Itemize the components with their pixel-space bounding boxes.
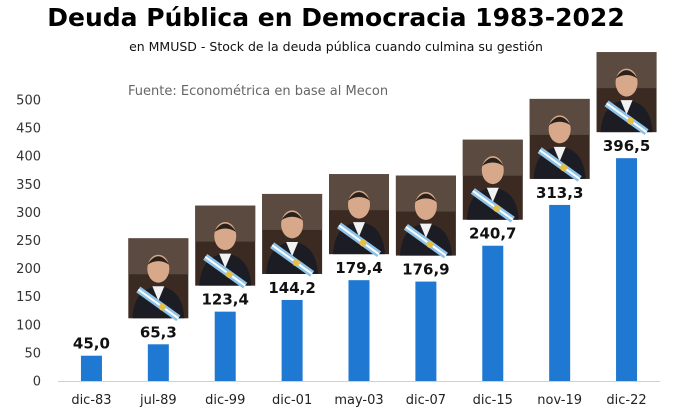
portrait-photo (395, 175, 456, 259)
bar (616, 158, 638, 381)
portrait-photo (529, 98, 590, 182)
portrait-photo (128, 238, 189, 322)
x-tick-label: dic-22 (606, 393, 646, 408)
data-labels: 45,0 65,3 123,4 144,2 179,4 176,9 240,7 313,3 39… (73, 137, 650, 353)
x-tick-label: nov-19 (537, 393, 582, 408)
y-tick-label: 0 (33, 375, 41, 390)
bar (214, 311, 236, 381)
chart-subtitle: en MMUSD - Stock de la deuda pública cua… (129, 39, 543, 54)
y-tick-label: 500 (16, 94, 41, 109)
data-label: 176,9 (402, 261, 449, 279)
data-label: 240,7 (469, 225, 516, 243)
y-tick-label: 400 (16, 150, 41, 165)
y-tick-label: 150 (16, 290, 41, 305)
bar (281, 299, 303, 381)
y-tick-label: 50 (24, 346, 41, 361)
x-tick-label: dic-15 (473, 393, 513, 408)
x-tick-label: may-03 (334, 393, 383, 408)
bar (415, 281, 437, 381)
y-tick-label: 250 (16, 234, 41, 249)
x-tick-label: dic-83 (71, 393, 111, 408)
bar (348, 280, 370, 381)
data-label: 65,3 (140, 323, 177, 341)
y-tick-label: 100 (16, 318, 41, 333)
y-tick-label: 300 (16, 206, 41, 221)
portrait-photo (462, 139, 523, 223)
bar (80, 355, 102, 381)
chart-source: Fuente: Econométrica en base al Mecon (128, 84, 388, 99)
data-label: 396,5 (603, 137, 650, 155)
data-label: 144,2 (268, 279, 315, 297)
bar (147, 344, 169, 381)
portrait-photo (596, 52, 657, 136)
y-tick-label: 200 (16, 262, 41, 277)
chart-title: Deuda Pública en Democracia 1983-2022 (47, 3, 624, 32)
data-label: 45,0 (73, 335, 110, 353)
x-tick-label: dic-99 (205, 393, 245, 408)
bar (549, 204, 571, 381)
data-label: 123,4 (201, 291, 248, 309)
data-label: 179,4 (335, 259, 382, 277)
x-tick-label: dic-07 (406, 393, 446, 408)
portrait-photo (262, 193, 323, 277)
y-tick-label: 350 (16, 178, 41, 193)
y-axis: 0 50 100 150 200 250 300 350 400 450 500 (16, 94, 41, 390)
portraits (128, 52, 657, 322)
bar (482, 245, 504, 381)
x-tick-label: jul-89 (139, 393, 177, 408)
x-tick-label: dic-01 (272, 393, 312, 408)
data-label: 313,3 (536, 184, 583, 202)
y-tick-label: 450 (16, 122, 41, 137)
portrait-photo (195, 205, 256, 289)
x-axis: dic-83 jul-89 dic-99 dic-01 may-03 dic-07 dic-… (71, 393, 646, 408)
bars (80, 158, 638, 381)
portrait-photo (329, 174, 389, 258)
